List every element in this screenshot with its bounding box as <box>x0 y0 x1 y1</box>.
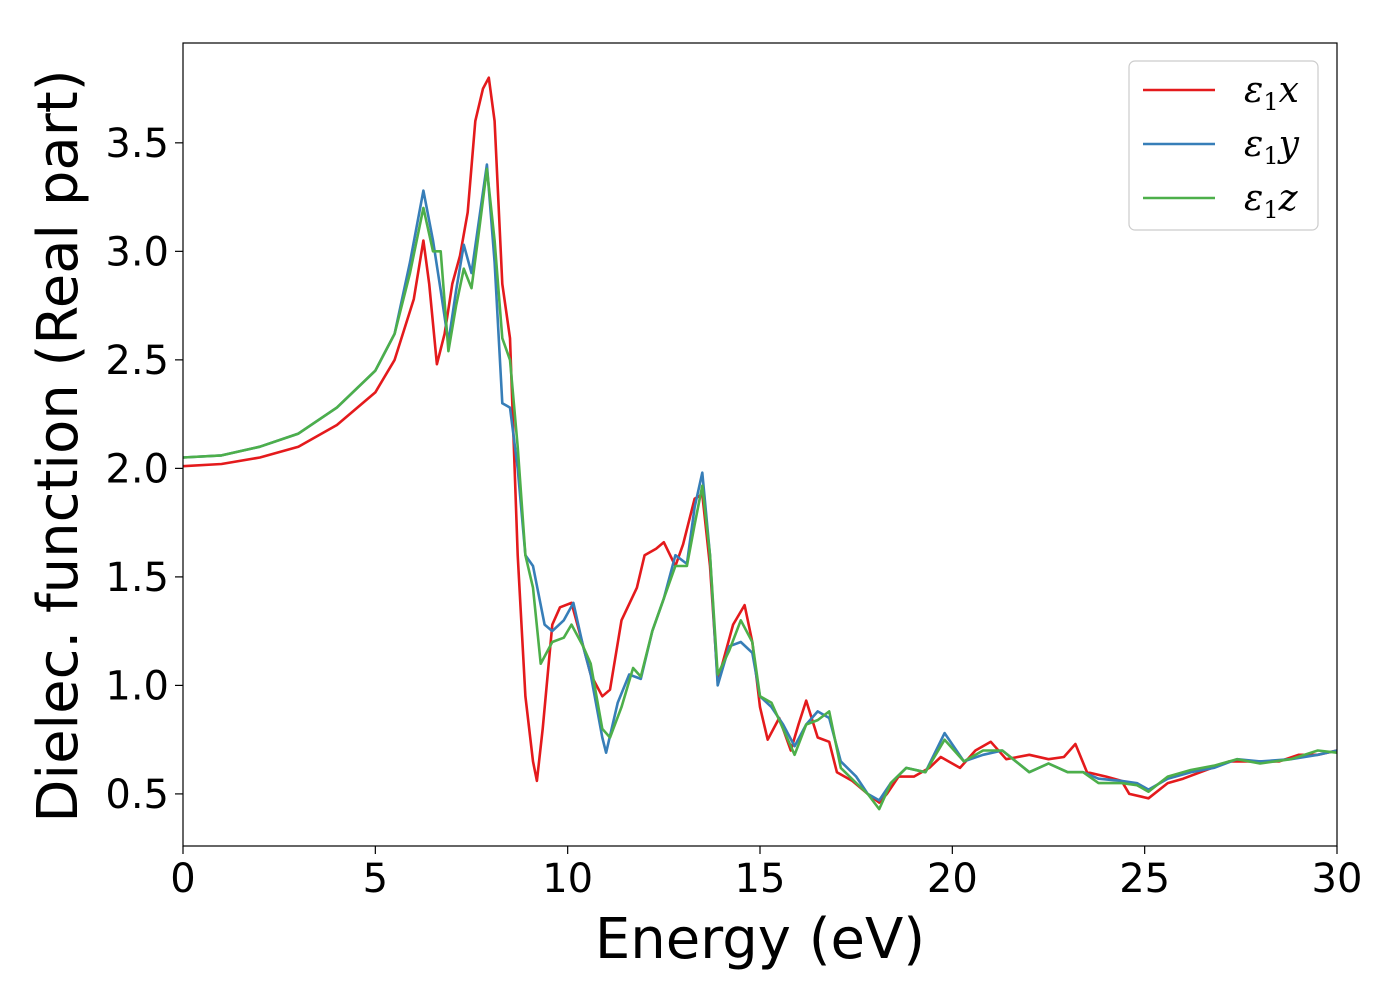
x-tick-label: 20 <box>927 856 978 902</box>
x-tick-label: 0 <box>170 856 195 902</box>
x-tick-label: 15 <box>735 856 786 902</box>
y-tick-label: 3.0 <box>105 229 169 275</box>
legend-label-1: ε1y <box>1244 124 1300 170</box>
series-line-2 <box>182 167 1338 811</box>
y-tick-label: 2.5 <box>105 338 169 384</box>
x-axis-title: Energy (eV) <box>595 907 925 972</box>
series-layer <box>182 76 1338 811</box>
legend-box <box>1128 60 1319 231</box>
y-axis-title: Dielec. function (Real part) <box>26 69 91 822</box>
y-tick-label: 1.0 <box>105 663 169 709</box>
y-tick-label: 1.5 <box>105 555 169 601</box>
y-tick-label: 0.5 <box>105 772 169 818</box>
x-tick-label: 10 <box>542 856 593 902</box>
y-axis: 0.5 1.0 1.5 2.0 2.5 3.0 3.5 <box>105 121 183 818</box>
legend-label-0: ε1x <box>1244 70 1299 116</box>
legend-label-2: ε1z <box>1244 178 1299 224</box>
x-axis: 0 5 10 15 20 25 30 <box>170 846 1362 902</box>
x-tick-label: 25 <box>1119 856 1170 902</box>
legend: ε1x ε1y ε1z <box>1128 60 1319 231</box>
x-tick-label: 30 <box>1312 856 1363 902</box>
x-tick-label: 5 <box>363 856 388 902</box>
y-tick-label: 3.5 <box>105 121 169 167</box>
y-tick-label: 2.0 <box>105 446 169 492</box>
